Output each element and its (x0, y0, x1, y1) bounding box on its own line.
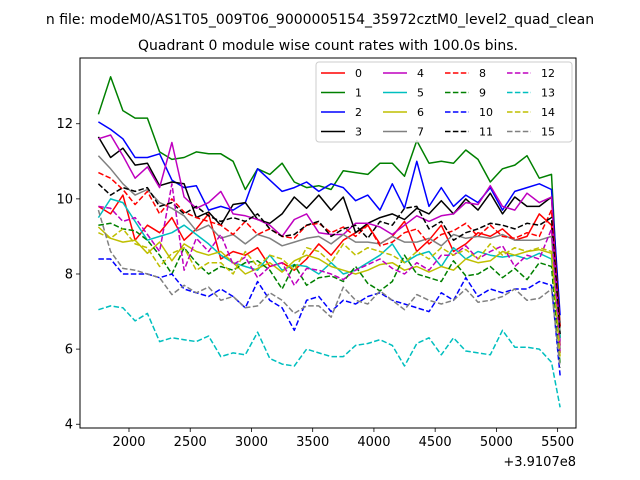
x-tick-label: 5000 (480, 435, 513, 450)
chart-title: Quadrant 0 module wise count rates with … (138, 38, 518, 54)
legend-label-15: 15 (541, 126, 555, 139)
legend-label-3: 3 (355, 126, 362, 139)
legend-label-12: 12 (541, 67, 555, 80)
legend-label-4: 4 (417, 67, 424, 80)
series-line-8 (98, 171, 561, 327)
legend-label-2: 2 (355, 106, 362, 119)
y-tick-label: 6 (65, 343, 73, 358)
x-tick-label: 2000 (112, 435, 145, 450)
legend-label-7: 7 (417, 126, 424, 139)
series-line-10 (98, 258, 561, 376)
legend-label-0: 0 (355, 67, 362, 80)
legend-label-13: 13 (541, 87, 555, 100)
x-tick-label: 2500 (174, 435, 207, 450)
series-line-15 (97, 209, 561, 368)
series-line-14 (98, 228, 561, 357)
series-line-0 (98, 194, 561, 346)
y-tick-label: 10 (56, 192, 73, 207)
x-tick-label: 3000 (235, 435, 268, 450)
legend-label-5: 5 (417, 87, 424, 100)
x-tick-label: 4500 (419, 435, 452, 450)
legend-box (315, 61, 573, 143)
x-tick-label: 5500 (541, 435, 574, 450)
series-line-13 (98, 305, 561, 408)
legend-label-14: 14 (541, 106, 555, 119)
series-line-3 (97, 136, 561, 327)
x-axis-offset-label: +3.9107e8 (503, 455, 576, 470)
legend-label-11: 11 (479, 126, 493, 139)
series-line-11 (97, 183, 561, 335)
series-line-7 (97, 155, 561, 350)
legend-label-10: 10 (479, 106, 493, 119)
series-line-12 (98, 183, 561, 353)
series-line-2 (98, 121, 561, 316)
series-line-9 (98, 222, 561, 365)
plot-area-frame (79, 57, 577, 429)
x-tick-label: 3500 (296, 435, 329, 450)
x-tick-label: 4000 (357, 435, 390, 450)
y-tick-label: 8 (65, 267, 73, 282)
series-line-6 (97, 226, 561, 353)
legend-label-1: 1 (355, 87, 362, 100)
series-layer (97, 76, 561, 408)
legend-label-9: 9 (479, 87, 486, 100)
series-line-4 (98, 134, 561, 342)
y-tick-label: 12 (56, 117, 73, 132)
figure-suptitle: n file: modeM0/AS1T05_009T06_9000005154_… (46, 12, 594, 28)
legend-label-8: 8 (479, 67, 486, 80)
legend-label-6: 6 (417, 106, 424, 119)
axis-layer: 2000 2500 3000 3500 4000 4500 5000 5500 4 6 8 10 12 (56, 117, 574, 450)
y-tick-label: 4 (65, 418, 73, 433)
